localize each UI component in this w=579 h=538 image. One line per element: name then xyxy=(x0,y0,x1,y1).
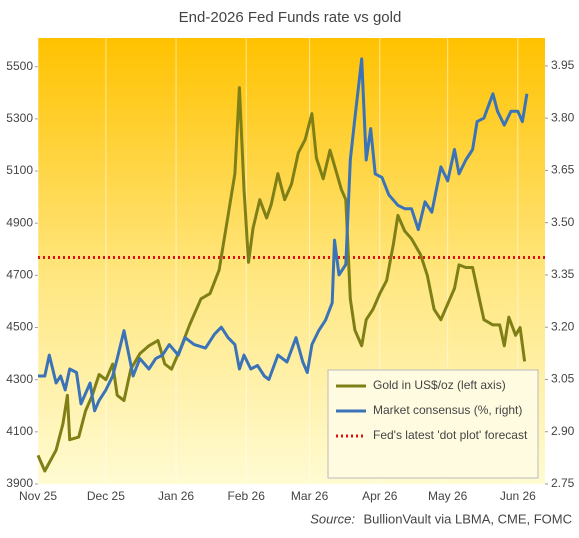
y2-tick-label: 3.05 xyxy=(551,372,575,386)
legend-label: Fed's latest 'dot plot' forecast xyxy=(373,428,528,442)
y-tick-label: 5300 xyxy=(6,111,33,125)
y2-tick-label: 3.65 xyxy=(551,163,575,177)
x-tick-label: Apr 26 xyxy=(362,489,398,503)
y2-tick-label: 3.35 xyxy=(551,267,575,281)
legend-label: Gold in US$/oz (left axis) xyxy=(373,378,506,392)
y-tick-label: 4300 xyxy=(6,372,33,386)
series-line xyxy=(38,57,529,413)
y-tick-label: 4700 xyxy=(6,268,33,282)
y-tick-label: 4900 xyxy=(6,215,33,229)
x-tick-label: Dec 25 xyxy=(87,489,125,503)
y-tick-label: 5100 xyxy=(6,163,33,177)
y-tick-label: 3900 xyxy=(6,476,33,490)
x-tick-label: Mar 26 xyxy=(291,489,329,503)
y2-tick-label: 2.75 xyxy=(551,476,575,490)
series-line xyxy=(36,86,527,473)
y2-tick-label: 3.20 xyxy=(551,319,575,333)
source-label: Source: xyxy=(310,511,355,526)
y2-tick-label: 2.90 xyxy=(551,424,575,438)
y2-tick-label: 3.80 xyxy=(551,110,575,124)
x-tick-label: Feb 26 xyxy=(228,489,266,503)
y-tick-label: 4100 xyxy=(6,424,33,438)
x-tick-label: Nov 25 xyxy=(19,489,57,503)
source: BullionVault via LBMA, CME, FOMC xyxy=(363,511,572,526)
legend: Gold in US$/oz (left axis) Market consens… xyxy=(327,369,539,479)
y2-tick-label: 3.50 xyxy=(551,215,575,229)
x-tick-label: Jan 26 xyxy=(158,489,194,503)
x-tick-label: May 26 xyxy=(428,489,468,503)
y2-tick-label: 3.95 xyxy=(551,58,575,72)
y-tick-label: 4500 xyxy=(6,320,33,334)
lines xyxy=(36,57,545,473)
y-tick-label: 5500 xyxy=(6,59,33,73)
x-tick-label: Jun 26 xyxy=(500,489,536,503)
legend-box xyxy=(327,369,539,479)
chart-title: End-2026 Fed Funds rate vs gold xyxy=(179,9,402,26)
legend-label: Market consensus (%, right) xyxy=(373,403,522,417)
